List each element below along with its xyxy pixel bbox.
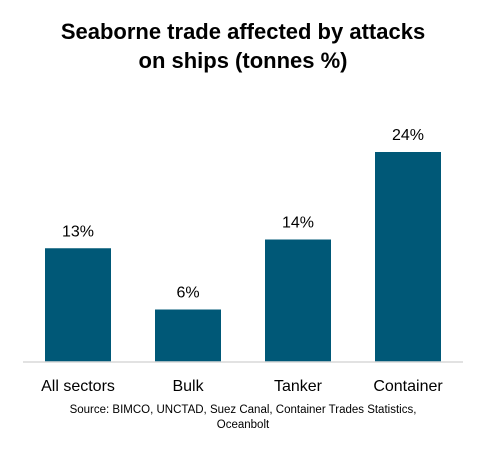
bar-tanker	[265, 239, 331, 362]
source-note: Source: BIMCO, UNCTAD, Suez Canal, Conta…	[0, 403, 486, 433]
data-label-container: 24%	[392, 127, 424, 144]
ticks-layer: All sectors Bulk Tanker Container	[41, 378, 443, 395]
tick-label-container: Container	[373, 378, 443, 395]
bar-bulk	[155, 309, 221, 362]
tick-label-bulk: Bulk	[172, 378, 204, 395]
labels-layer: 13% 6% 14% 24%	[62, 127, 424, 302]
chart-title-line-1: Seaborne trade affected by attacks	[60, 19, 426, 44]
chart-title-line-2: on ships (tonnes %)	[138, 48, 348, 73]
tick-label-tanker: Tanker	[274, 378, 323, 395]
data-label-bulk: 6%	[176, 285, 199, 302]
data-label-tanker: 14%	[282, 215, 314, 232]
chart-title: Seaborne trade affected by attacks on sh…	[0, 17, 486, 75]
source-line-2: Oceanbolt	[216, 419, 270, 431]
tick-label-all-sectors: All sectors	[41, 378, 115, 395]
bar-all-sectors	[45, 248, 111, 362]
source-line-1: Source: BIMCO, UNCTAD, Suez Canal, Conta…	[69, 404, 417, 416]
data-label-all-sectors: 13%	[62, 223, 94, 240]
bar-container	[375, 152, 441, 362]
bars-layer	[45, 152, 441, 362]
